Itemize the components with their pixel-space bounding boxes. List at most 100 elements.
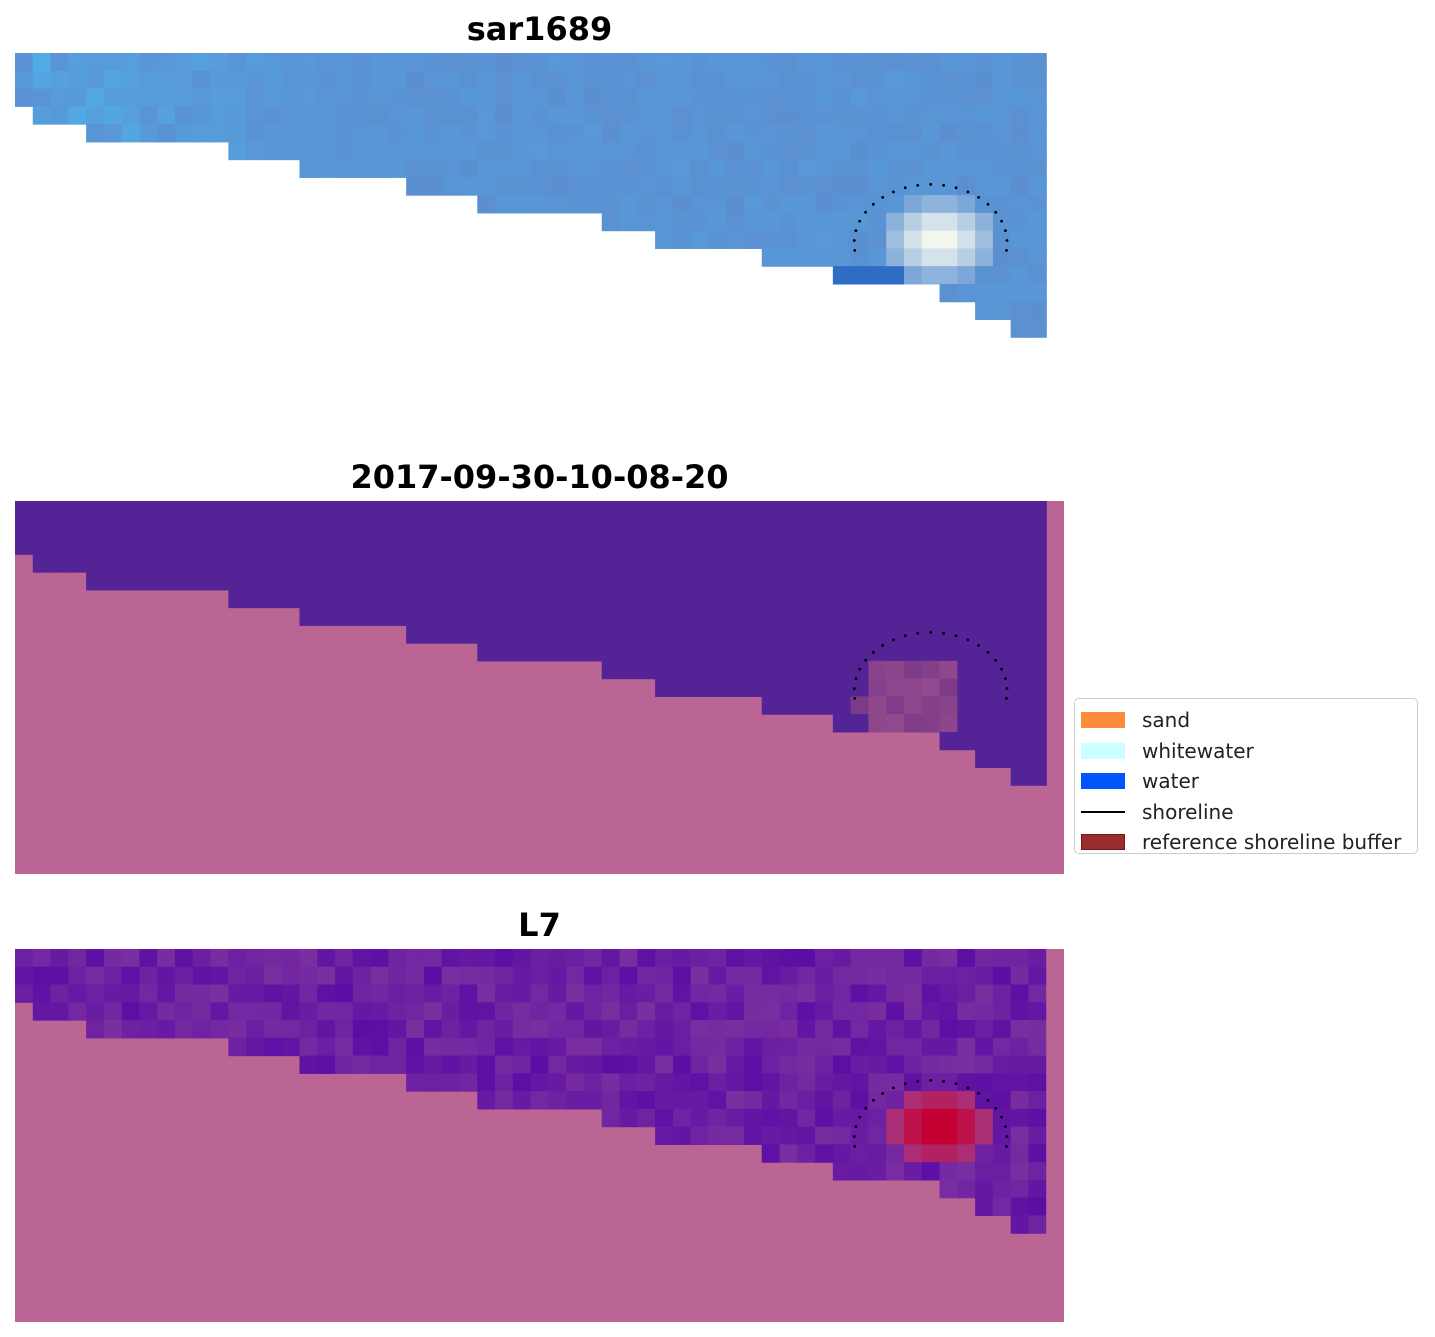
class-pixel — [975, 536, 994, 555]
rgb-pixel — [423, 106, 443, 125]
class-pixel — [423, 554, 443, 573]
rgb-pixel — [708, 230, 727, 249]
rgb-pixel — [192, 53, 212, 72]
rgb-pixel — [423, 159, 443, 178]
rgb-pixel — [637, 141, 656, 161]
rgb-pixel — [335, 141, 354, 161]
class-pixel — [761, 660, 781, 680]
class-pixel — [975, 731, 994, 751]
class-pixel — [530, 572, 549, 591]
rgb-pixel — [957, 124, 976, 143]
class-pixel — [299, 501, 318, 520]
rgb-pixel — [139, 88, 158, 107]
index-pixel — [708, 984, 727, 1003]
index-pixel — [210, 949, 229, 968]
class-pixel — [548, 536, 567, 555]
class-pixel — [726, 536, 745, 555]
index-pixel — [459, 1073, 478, 1092]
rgb-pixel — [406, 106, 425, 125]
index-pixel — [352, 949, 372, 968]
index-pixel — [655, 1108, 674, 1128]
rgb-pixel — [459, 124, 478, 143]
class-pixel — [779, 696, 798, 715]
rgb-pixel — [15, 88, 34, 107]
index-pixel — [157, 966, 176, 986]
class-pixel — [566, 572, 585, 591]
rgb-pixel — [388, 141, 407, 161]
index-pixel — [921, 1126, 941, 1145]
index-pixel — [601, 966, 621, 986]
class-pixel — [477, 572, 496, 591]
index-pixel — [512, 1091, 532, 1110]
index-pixel — [299, 966, 318, 986]
class-pixel — [832, 554, 852, 573]
class-pixel — [299, 607, 318, 626]
index-pixel — [157, 949, 176, 968]
index-pixel — [228, 1037, 247, 1057]
class-pixel — [352, 536, 372, 555]
class-pixel — [743, 554, 763, 573]
class-pixel — [903, 696, 923, 715]
rgb-pixel — [495, 106, 514, 125]
index-pixel — [850, 1020, 870, 1039]
rgb-pixel — [815, 53, 834, 72]
rgb-pixel — [797, 53, 816, 72]
rgb-pixel — [939, 141, 958, 161]
class-pixel — [672, 554, 692, 573]
rgb-pixel — [1028, 70, 1047, 90]
class-pixel — [495, 607, 514, 626]
index-pixel — [281, 949, 301, 968]
class-pixel — [886, 554, 905, 573]
rgb-pixel — [335, 106, 354, 125]
class-pixel — [655, 572, 674, 591]
rgb-pixel — [477, 195, 496, 214]
index-pixel — [690, 1126, 710, 1145]
class-pixel — [690, 678, 710, 697]
index-pixel — [975, 1020, 994, 1039]
class-pixel — [441, 536, 461, 555]
index-pixel — [797, 1073, 816, 1092]
legend-swatch-whitewater — [1081, 742, 1125, 759]
class-pixel — [992, 572, 1012, 591]
rgb-pixel — [726, 195, 745, 214]
index-pixel — [335, 1055, 354, 1074]
rgb-pixel — [868, 230, 887, 249]
class-pixel — [743, 643, 763, 662]
class-pixel — [743, 678, 763, 697]
rgb-pixel — [441, 159, 461, 178]
rgb-pixel — [797, 195, 816, 214]
rgb-pixel — [1010, 70, 1030, 90]
rgb-pixel — [975, 159, 994, 178]
rgb-pixel — [495, 88, 514, 107]
rgb-pixel — [690, 159, 710, 178]
index-pixel — [672, 1020, 692, 1039]
index-pixel — [1010, 949, 1030, 968]
index-pixel — [1010, 1126, 1030, 1145]
index-pixel — [886, 1037, 905, 1057]
index-pixel — [139, 1002, 158, 1021]
reference-shoreline-dot — [954, 186, 958, 190]
index-pixel — [939, 1144, 958, 1163]
rgb-pixel — [957, 53, 976, 72]
class-pixel — [690, 660, 710, 680]
index-pixel — [903, 1055, 923, 1074]
rgb-pixel — [868, 141, 887, 161]
class-pixel — [459, 501, 478, 520]
rgb-pixel — [175, 106, 194, 125]
index-pixel — [815, 1091, 834, 1110]
index-pixel — [1028, 1215, 1047, 1234]
index-pixel — [246, 1002, 265, 1021]
class-pixel — [459, 572, 478, 591]
rgb-pixel — [975, 53, 994, 72]
rgb-pixel — [886, 177, 905, 196]
class-pixel — [477, 643, 496, 662]
index-pixel — [86, 949, 105, 968]
index-pixel — [672, 1108, 692, 1128]
index-pixel — [957, 984, 976, 1003]
reference-shoreline-dot — [903, 1082, 907, 1086]
index-pixel — [975, 1037, 994, 1057]
rgb-pixel — [619, 212, 638, 232]
class-pixel — [655, 625, 674, 644]
reference-shoreline-dot — [858, 1115, 862, 1119]
class-pixel — [672, 536, 692, 555]
